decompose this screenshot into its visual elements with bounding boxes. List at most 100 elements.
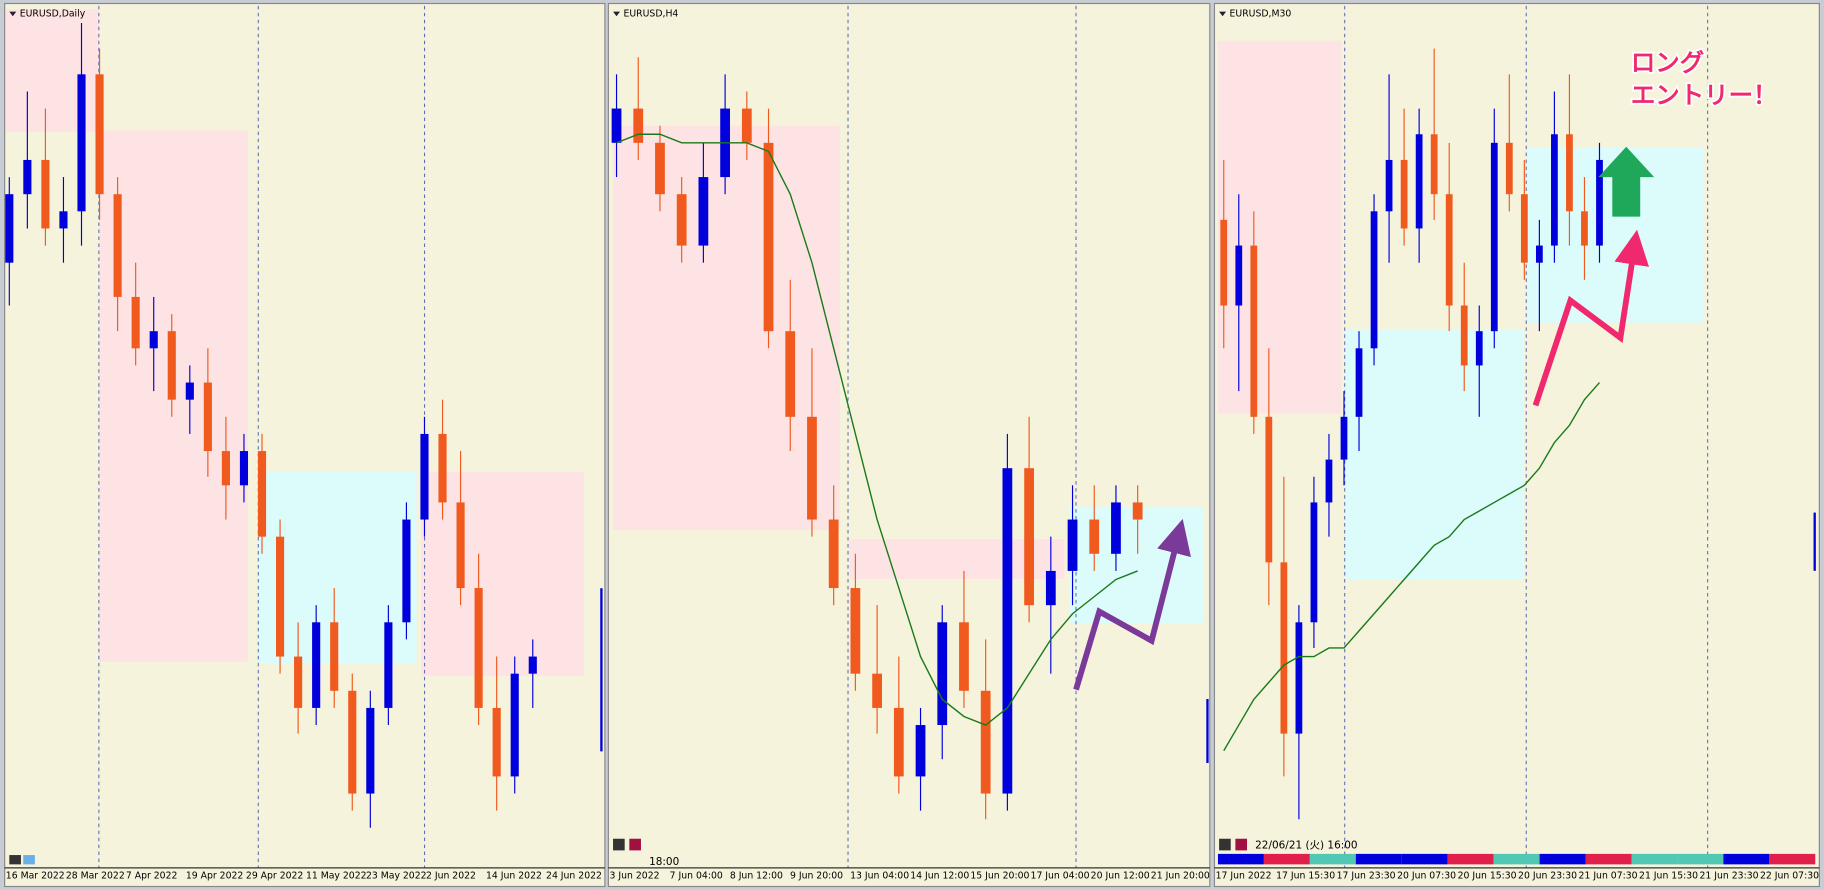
candle-body: [95, 74, 104, 195]
candle-body: [1415, 134, 1423, 229]
session-bar: [1263, 853, 1310, 865]
candle-body: [1566, 134, 1573, 212]
candle-body: [239, 451, 249, 486]
candle-body: [1132, 502, 1143, 520]
candle-body: [1520, 194, 1528, 263]
candle-body: [113, 194, 122, 297]
panel-button: [613, 838, 625, 851]
candle-body: [1551, 134, 1558, 246]
panel-button: [1235, 838, 1248, 851]
x-tick-label: 17 Jun 15:30: [1276, 871, 1335, 882]
candle-body: [828, 519, 839, 589]
candle-body: [763, 142, 774, 332]
candle-body: [915, 725, 926, 777]
status-time: 22/06/21 (火) 16:00: [1255, 840, 1357, 852]
x-tick-label: 14 Jun 12:00: [910, 871, 969, 882]
candle-body: [633, 108, 644, 143]
x-tick-label: 20 Jun 23:30: [1518, 871, 1577, 882]
candle-body: [698, 177, 709, 246]
moving-average: [616, 133, 1138, 726]
zone-box: [421, 471, 584, 676]
session-bar: [1677, 853, 1724, 865]
candle-body: [59, 211, 68, 229]
candle-body: [77, 74, 86, 212]
x-tick-label: 29 Apr 2022: [246, 871, 303, 882]
candle-body: [1340, 416, 1348, 460]
candle-body: [980, 690, 991, 794]
zone-box: [1344, 329, 1524, 581]
candle-body: [528, 656, 537, 674]
panel-button: [629, 838, 641, 851]
candle-body: [1024, 468, 1034, 606]
candle-body: [257, 451, 267, 537]
entry-arrow: [1598, 146, 1655, 217]
candle-body: [312, 622, 321, 708]
candle-body: [741, 108, 752, 143]
candle-body: [203, 382, 212, 452]
session-bar: [1447, 853, 1494, 865]
candle-body: [23, 159, 32, 195]
annotation-text: ロング: [1631, 48, 1704, 77]
candle-body: [167, 331, 176, 400]
candle-body: [1596, 159, 1603, 246]
x-tick-label: 20 Jun 07:30: [1397, 871, 1456, 882]
candle-body: [1430, 134, 1438, 195]
candle-body: [1111, 502, 1121, 554]
candle-body: [1067, 519, 1078, 571]
x-tick-label: 21 Jun 20:00: [1151, 871, 1210, 882]
candle-body: [1490, 142, 1498, 332]
candle-body: [959, 622, 969, 691]
x-tick-label: 19 Apr 2022: [186, 871, 243, 882]
candle-body: [1002, 468, 1013, 794]
candle-body: [384, 622, 393, 708]
candle-body: [1445, 194, 1453, 306]
x-tick-label: 17 Jun 23:30: [1337, 871, 1396, 882]
candle-body: [1370, 211, 1378, 349]
candle-body: [492, 707, 501, 777]
candle-body: [785, 331, 796, 417]
x-tick-label: 21 Jun 15:30: [1639, 871, 1698, 882]
candle-body: [937, 622, 948, 726]
x-tick-label: 16 Mar 2022: [6, 871, 65, 882]
session-bar: [1539, 853, 1586, 865]
candle-body: [420, 433, 429, 520]
title-triangle: [1219, 11, 1227, 17]
title-triangle: [613, 11, 621, 17]
title-triangle: [9, 11, 17, 17]
candle-body: [1045, 570, 1056, 606]
chart-title: EURUSD,M30: [1230, 8, 1292, 19]
candle-body: [1235, 245, 1243, 306]
x-tick-label: 23 May 2022: [366, 871, 427, 882]
candle-body: [1295, 622, 1303, 734]
candle-body: [893, 707, 904, 777]
candle-body: [1250, 245, 1258, 417]
panel-button: [23, 855, 35, 865]
candle-body: [1310, 502, 1318, 623]
candle-body: [655, 142, 665, 195]
candle-body: [221, 451, 230, 486]
session-bar: [1769, 853, 1816, 865]
session-bar: [1631, 853, 1678, 865]
x-tick-label: 21 Jun 07:30: [1579, 871, 1638, 882]
zone-box: [613, 125, 840, 531]
session-bar: [1723, 853, 1770, 865]
candle-body: [1385, 159, 1393, 212]
panel-button: [1219, 838, 1231, 851]
session-bar: [1309, 853, 1356, 865]
candle-body: [456, 502, 465, 589]
candle-body: [510, 673, 519, 777]
candle-body: [1089, 519, 1100, 554]
x-tick-label: 24 Jun 2022: [546, 871, 602, 882]
drawn-arrow: [1073, 518, 1191, 691]
x-tick-label: 8 Jun 12:00: [730, 871, 783, 882]
candle-body: [1280, 562, 1288, 734]
candle-body: [807, 416, 817, 520]
session-bar: [1585, 853, 1632, 865]
candle-body: [276, 536, 285, 657]
session-bar: [1401, 853, 1448, 865]
candle-body: [1325, 459, 1333, 503]
moving-average: [1223, 382, 1601, 752]
chart-title: EURUSD,H4: [624, 8, 679, 19]
